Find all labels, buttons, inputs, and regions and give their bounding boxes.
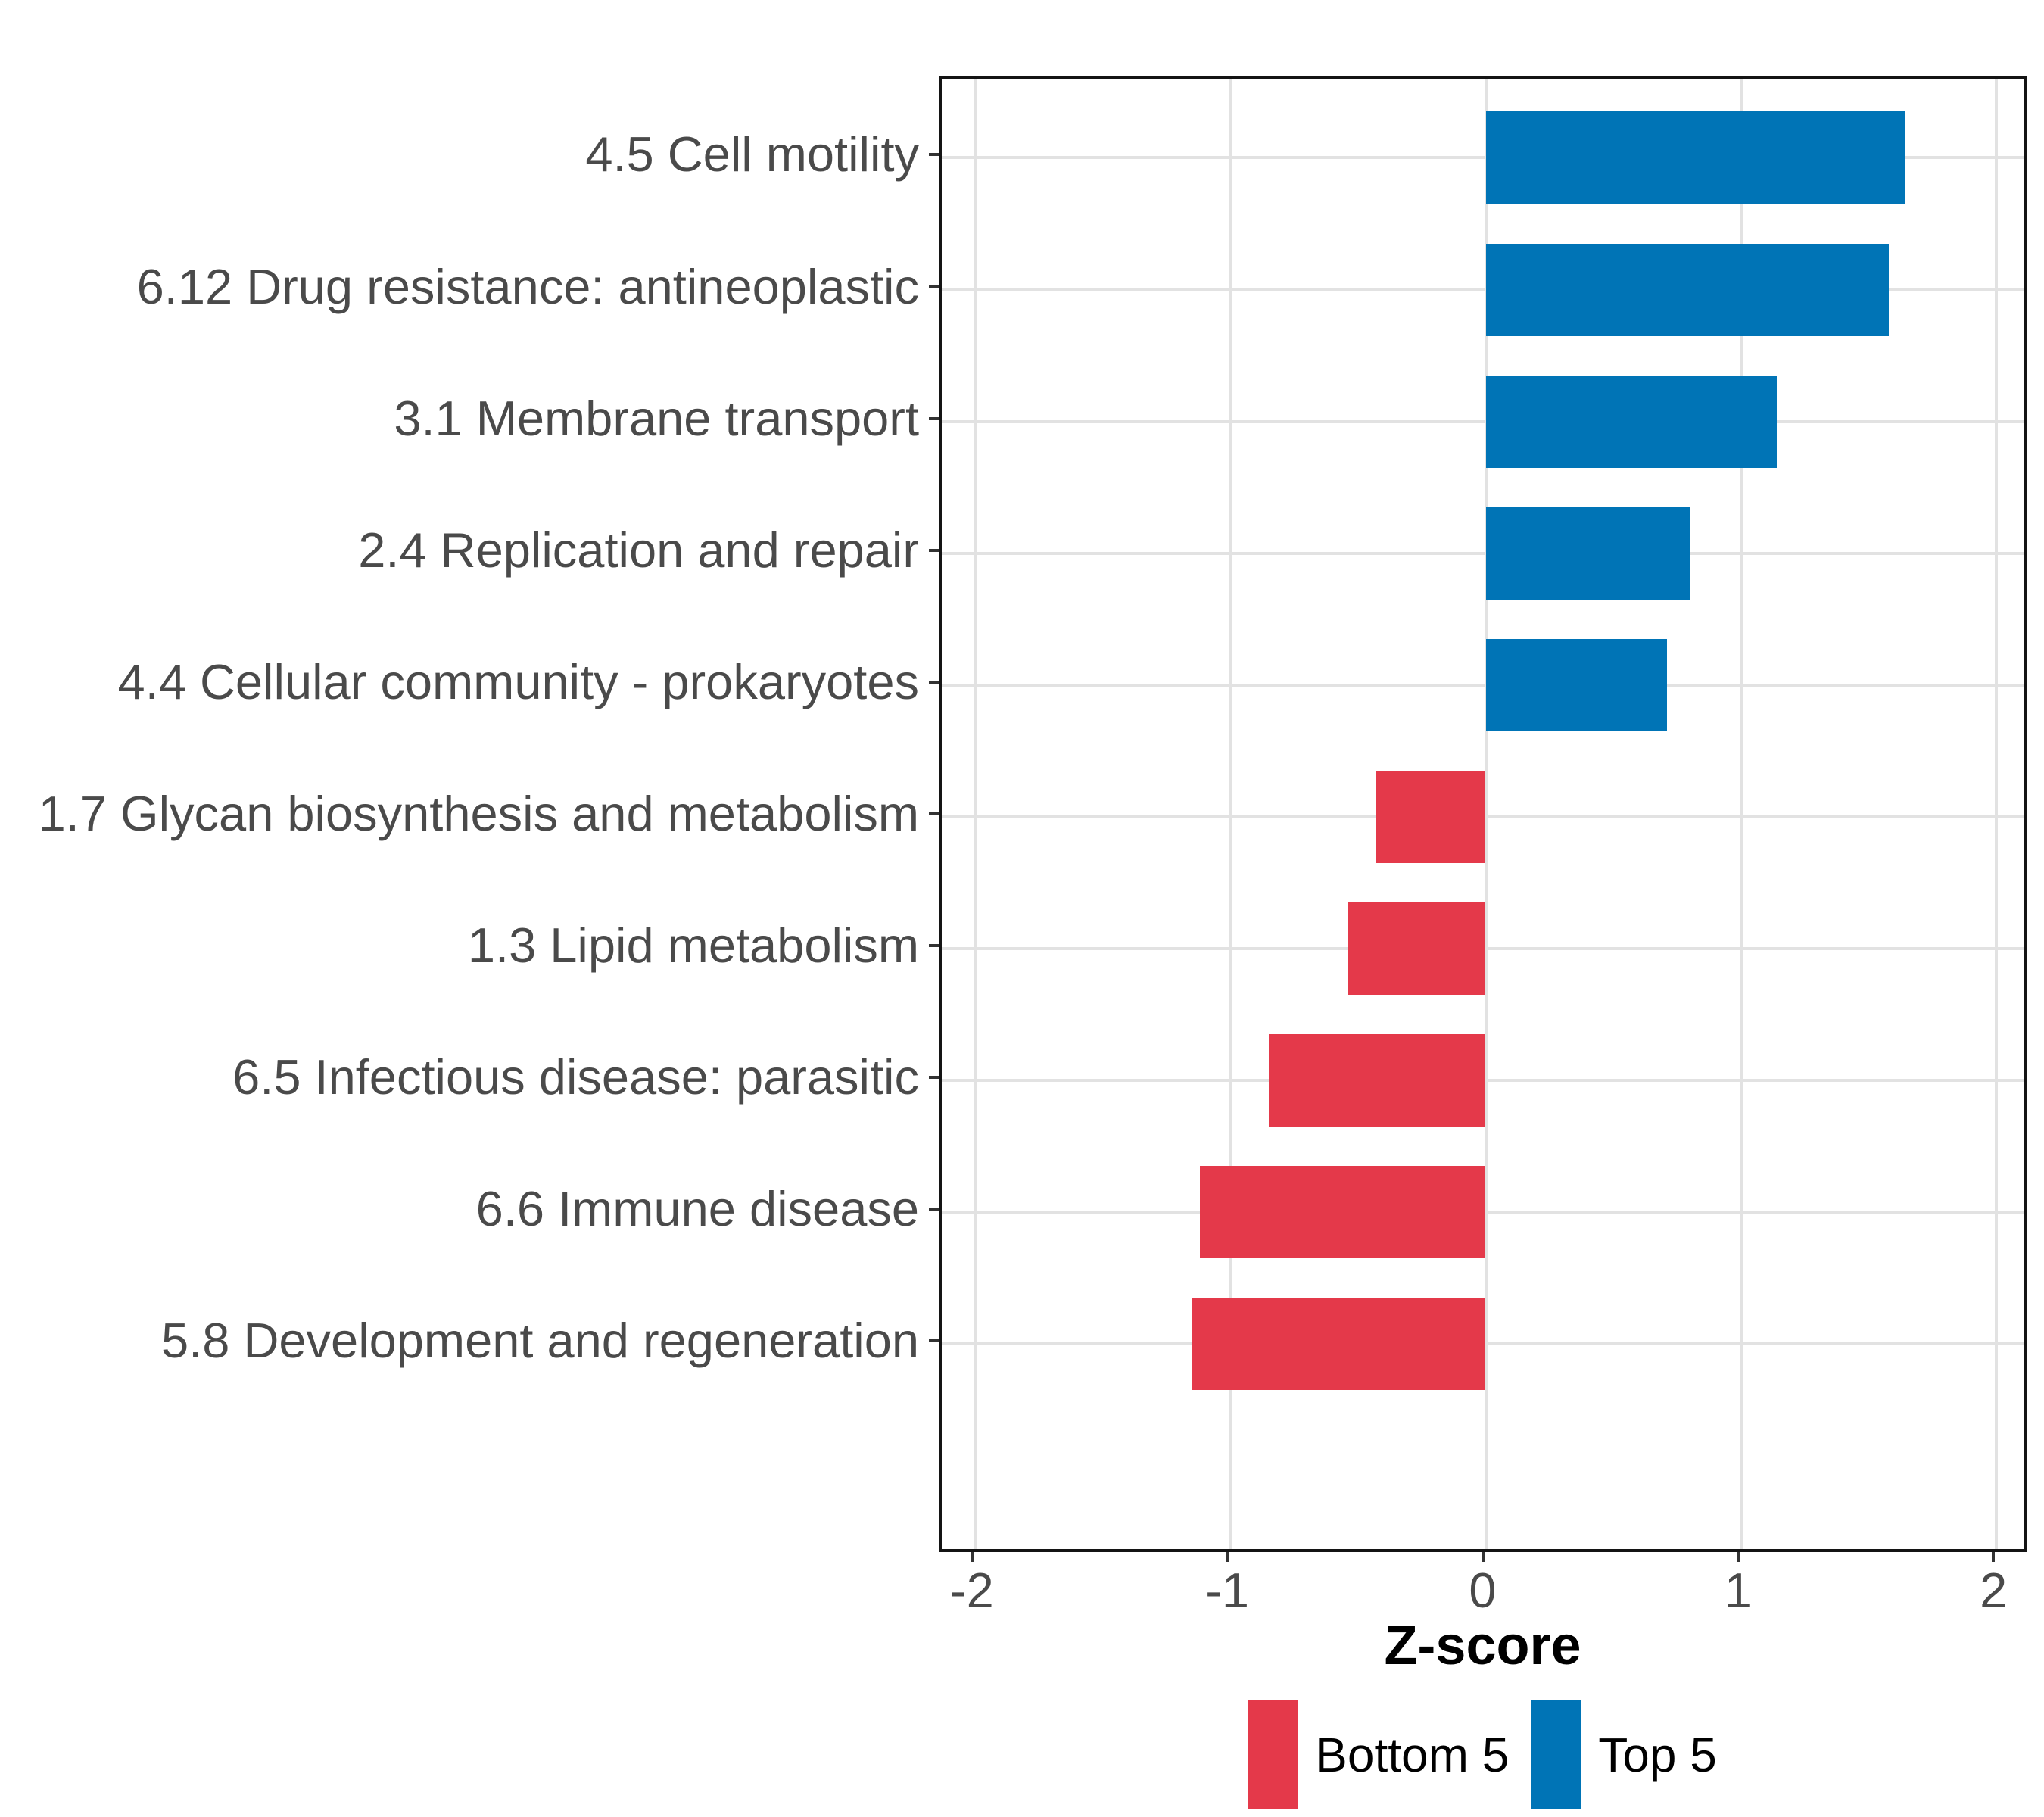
y-axis-label: 6.12 Drug resistance: antineoplastic (136, 258, 919, 314)
legend-key-swatch (1531, 1700, 1582, 1809)
y-gridline (942, 683, 2024, 687)
x-axis-tick (1481, 1552, 1485, 1562)
x-tick-label: -1 (1205, 1563, 1250, 1618)
y-axis-tick (929, 416, 939, 420)
y-axis-label: 4.4 Cellular community - prokaryotes (117, 653, 919, 709)
y-axis-label: 3.1 Membrane transport (394, 390, 919, 446)
y-gridline (942, 419, 2024, 423)
x-axis-title: Z-score (1384, 1616, 1581, 1676)
bar (1485, 638, 1667, 731)
y-axis-tick (929, 285, 939, 288)
bar (1485, 506, 1690, 600)
x-axis-tick (1992, 1552, 1996, 1562)
y-axis-tick (929, 548, 939, 552)
bar (1268, 1034, 1486, 1127)
x-tick-label: 0 (1469, 1563, 1497, 1618)
y-axis-tick (929, 680, 939, 684)
x-axis-tick (1736, 1552, 1740, 1562)
bar (1192, 1298, 1486, 1391)
y-axis-label: 1.7 Glycan biosynthesis and metabolism (38, 786, 919, 841)
x-gridline (973, 79, 977, 1549)
x-axis-tick (970, 1552, 974, 1562)
y-axis-tick (929, 944, 939, 948)
bar (1199, 1166, 1486, 1259)
legend-item: Top 5 (1531, 1700, 1717, 1809)
x-tick-label: 2 (1980, 1563, 2008, 1618)
x-tick-label: -2 (949, 1563, 994, 1618)
x-tick-label: 1 (1724, 1563, 1752, 1618)
y-axis-tick (929, 1208, 939, 1211)
bar (1485, 111, 1905, 204)
bar (1348, 902, 1486, 996)
y-axis-label: 1.3 Lipid metabolism (467, 918, 919, 974)
legend: Bottom 5 Top 5 (939, 1700, 2027, 1809)
plot-panel (939, 76, 2027, 1552)
legend-label: Top 5 (1598, 1728, 1717, 1782)
y-axis-tick (929, 812, 939, 815)
y-axis-tick (929, 1076, 939, 1080)
y-gridline (942, 551, 2024, 555)
x-axis-tick (1226, 1552, 1229, 1562)
bar (1376, 771, 1486, 863)
y-axis-label: 5.8 Development and regeneration (161, 1313, 919, 1369)
y-axis-label: 6.6 Immune disease (475, 1181, 919, 1237)
x-gridline (1229, 79, 1232, 1549)
y-axis-label: 2.4 Replication and repair (358, 522, 919, 578)
y-axis-label: 6.5 Infectious disease: parasitic (232, 1049, 919, 1105)
legend-key-swatch (1248, 1700, 1299, 1809)
bar (1485, 243, 1890, 336)
legend-label: Bottom 5 (1315, 1728, 1510, 1782)
y-axis-tick (929, 1339, 939, 1343)
y-gridline (942, 288, 2024, 291)
legend-item: Bottom 5 (1248, 1700, 1509, 1809)
y-axis-label: 4.5 Cell motility (585, 126, 919, 182)
y-axis-tick (929, 153, 939, 157)
x-gridline (1739, 79, 1743, 1549)
y-gridline (942, 156, 2024, 160)
x-gridline (1995, 79, 1999, 1549)
bar (1485, 375, 1778, 468)
x-gridline (1484, 79, 1488, 1549)
